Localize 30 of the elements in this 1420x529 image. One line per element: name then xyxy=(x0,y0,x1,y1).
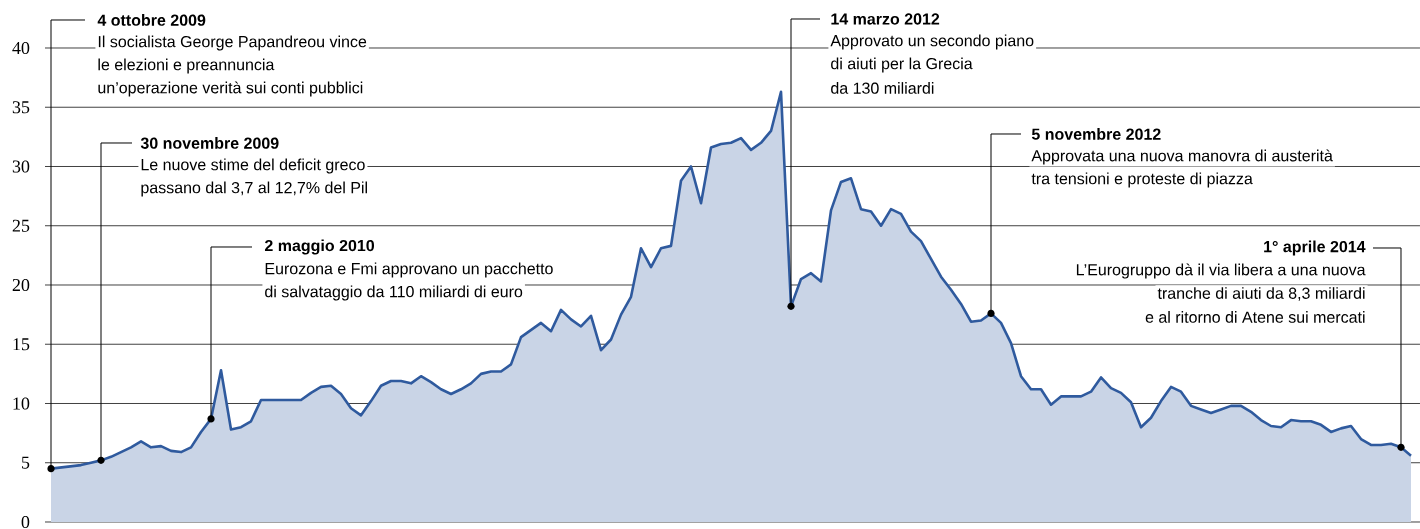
annotation: le elezioni e preannuncia xyxy=(98,58,275,74)
annotation: di aiuti per la Grecia xyxy=(831,57,973,73)
annotation: un’operazione verità sui conti pubblici xyxy=(98,81,363,97)
annotation: tranche di aiuti da 8,3 miliardi xyxy=(1157,287,1365,301)
y-tick-label: 20 xyxy=(12,278,30,292)
y-tick-label: 0 xyxy=(21,515,30,529)
y-tick-label: 5 xyxy=(21,456,30,469)
annotation: Approvata una nuova manovra di austerità xyxy=(1031,149,1333,165)
annotation: L’Eurogruppo dà il via libera a una nuova xyxy=(1076,263,1366,279)
text: 14 marzo 2012 xyxy=(831,13,940,25)
annotation: Eurozona e Fmi approvano un pacchetto xyxy=(265,262,553,278)
y-tick-label: 15 xyxy=(13,338,30,351)
annotation: 2 maggio 2010 xyxy=(264,239,375,255)
text: 4 ottobre 2009 xyxy=(97,14,206,26)
y-tick-label: 40 xyxy=(12,41,30,55)
y-tick-label: 35 xyxy=(12,101,30,114)
annotation: da 130 miliardi xyxy=(831,82,934,94)
annotation: tra tensioni e proteste di piazza xyxy=(1031,172,1253,188)
annotation: 5 novembre 2012 xyxy=(1031,128,1161,140)
annotation: passano dal 3,7 al 12,7% del Pil xyxy=(141,181,367,197)
annotation: 1° aprile 2014 xyxy=(1264,240,1366,256)
annotation: 30 novembre 2009 xyxy=(140,137,279,149)
y-tick-label: 30 xyxy=(12,160,30,173)
annotation: Approvato un secondo piano xyxy=(830,34,1034,50)
annotation: e al ritorno di Atene sui mercati xyxy=(1145,311,1365,323)
y-tick-label: 10 xyxy=(13,397,30,410)
y-tick-label: 25 xyxy=(12,219,30,232)
annotation: di salvataggio da 110 miliardi di euro xyxy=(265,285,523,301)
annotation: Il socialista George Papandreou vince xyxy=(98,35,367,51)
annotation: Le nuove stime del deficit greco xyxy=(141,158,365,174)
